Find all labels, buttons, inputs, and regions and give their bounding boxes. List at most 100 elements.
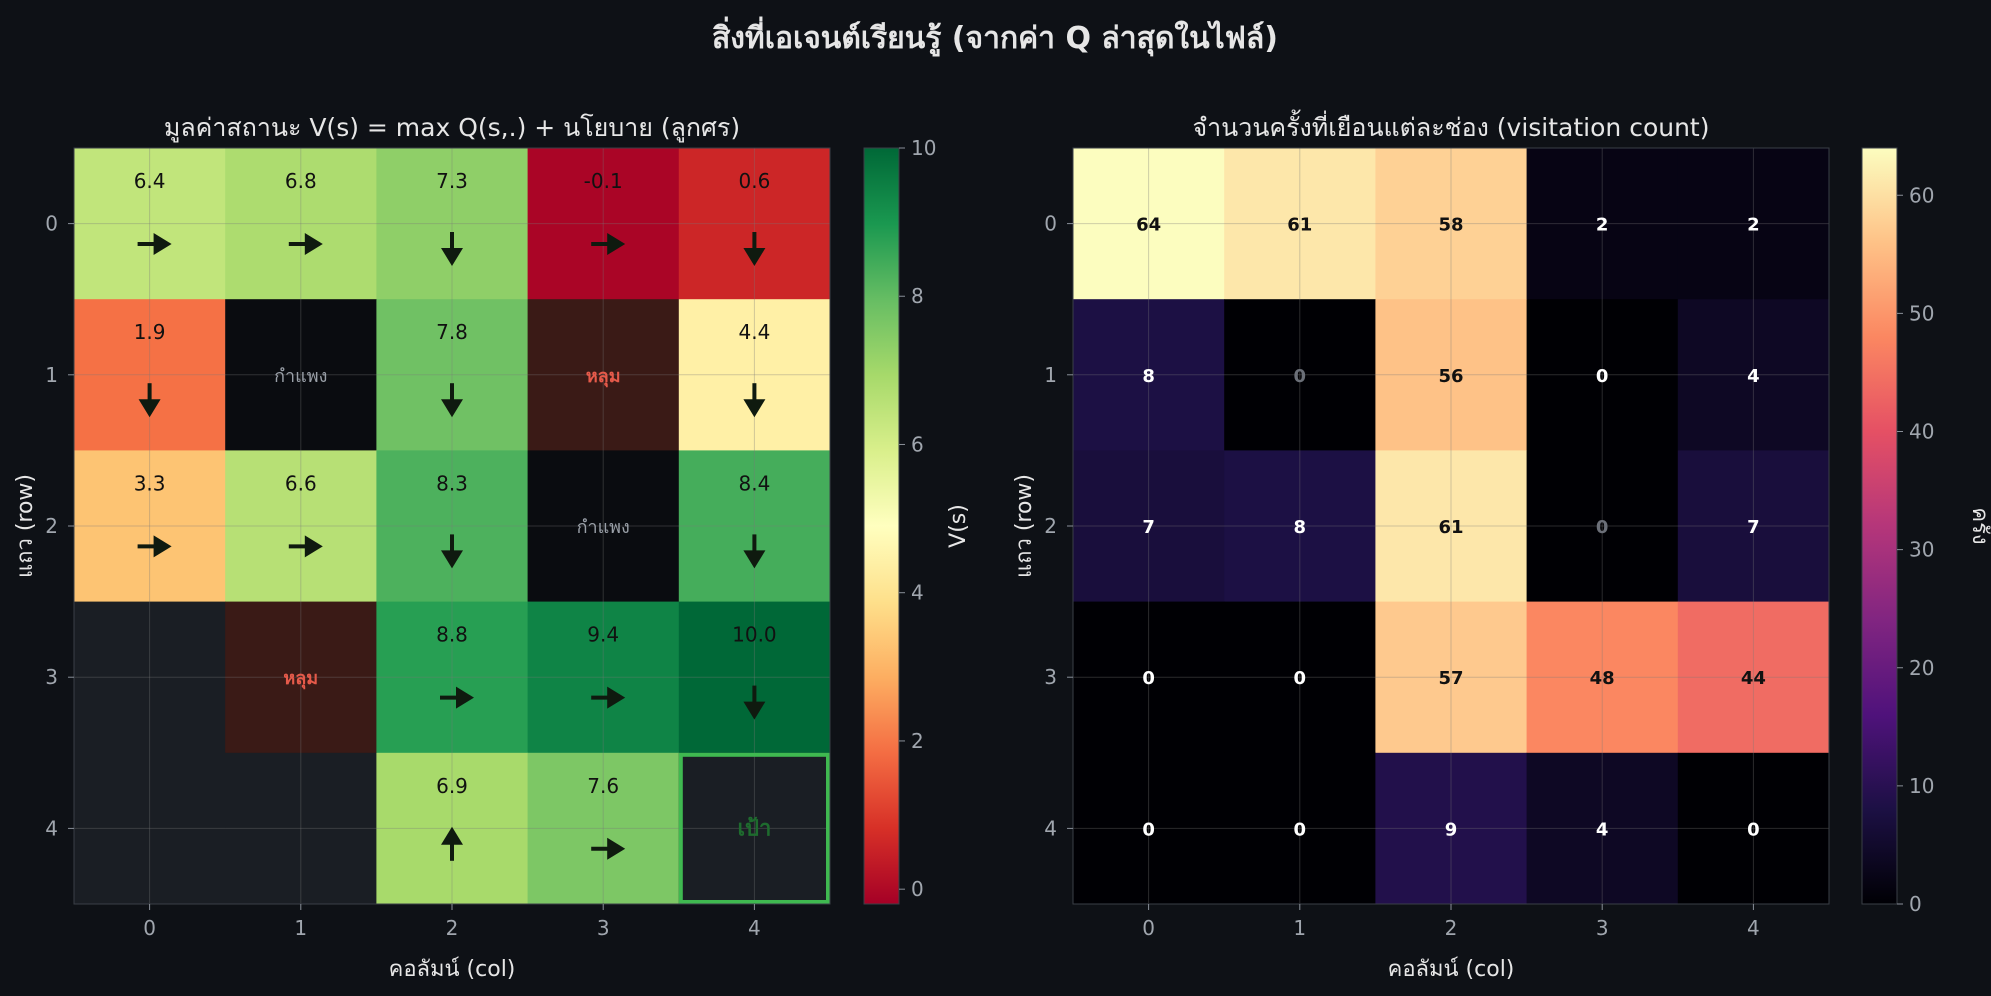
colorbar-tick-label: 0 [1909, 892, 1922, 916]
x-axis-label: คอลัมน์ (col) [1388, 957, 1515, 982]
x-tick-label: 2 [446, 916, 459, 940]
colorbar-tick-label: 6 [911, 432, 924, 456]
value-label: 4.4 [738, 320, 770, 344]
arrow-head [743, 550, 766, 569]
value-label: 6.9 [436, 774, 468, 798]
arrow-shape [137, 535, 172, 558]
visitation-heatmap-panel: จำนวนครั้งที่เยือนแต่ละช่อง (visitation … [1012, 109, 1991, 982]
arrow-head [153, 535, 172, 558]
heatmap-cell [1073, 148, 1225, 300]
policy-arrow-down-icon [441, 232, 463, 266]
policy-arrow-right-icon [288, 535, 323, 558]
heatmap-cell [225, 601, 377, 754]
colorbar-tick-label: 10 [911, 136, 936, 160]
heatmap-cell [1526, 601, 1679, 754]
value-label: 0.6 [738, 169, 770, 193]
arrow-shape [743, 383, 766, 418]
y-axis-label: แถว (row) [1012, 474, 1037, 578]
value-label: 1.9 [134, 320, 166, 344]
y-tick-label: 4 [1044, 816, 1057, 840]
arrow-head [304, 233, 323, 255]
count-label: 61 [1287, 215, 1312, 236]
hole-label: หลุม [283, 668, 318, 690]
colorbar-tick-label: 40 [1909, 420, 1934, 444]
colorbar [1861, 147, 1898, 905]
arrow-shape [591, 837, 626, 860]
count-label: 0 [1596, 366, 1609, 387]
policy-arrow-down-icon [138, 383, 161, 418]
arrow-shape [288, 535, 323, 558]
arrow-shape [440, 686, 474, 709]
policy-arrow-down-icon [441, 534, 463, 569]
colorbar-tick-label: 60 [1909, 183, 1934, 207]
x-tick-label: 0 [1142, 916, 1155, 940]
y-tick-label: 0 [1044, 212, 1057, 236]
heatmap-cell [1677, 450, 1830, 603]
y-tick-label: 4 [45, 816, 58, 840]
value-label: 8.3 [436, 471, 468, 495]
arrow-shape [441, 826, 463, 861]
heatmap-cell [376, 601, 529, 754]
heatmap-cell [1073, 601, 1225, 754]
heatmap-cell [527, 752, 680, 905]
value-label: 3.3 [134, 471, 166, 495]
heatmap-cell [74, 601, 226, 754]
heatmap-cell [527, 299, 680, 451]
arrow-head [743, 399, 766, 418]
arrow-shape [441, 534, 463, 569]
goal-label: เป้า [737, 816, 771, 841]
policy-arrow-down-icon [441, 383, 463, 418]
value-label: 8.8 [436, 623, 468, 647]
count-label: 61 [1438, 517, 1463, 538]
count-label: 7 [1142, 517, 1155, 538]
arrow-head [607, 233, 626, 255]
policy-arrow-right-icon [137, 535, 172, 558]
count-label: 0 [1142, 819, 1155, 840]
y-tick-label: 3 [1044, 665, 1057, 689]
heatmap-cell [376, 299, 529, 451]
policy-arrow-right-icon [591, 686, 626, 709]
heatmap-cell [225, 299, 377, 451]
value-label: 6.6 [285, 471, 317, 495]
arrow-shape [743, 232, 766, 266]
heatmap-cell [1224, 148, 1376, 300]
count-label: 4 [1747, 366, 1760, 387]
heatmap-cell [1526, 450, 1679, 603]
count-label: 0 [1596, 517, 1609, 538]
y-tick-label: 2 [1044, 514, 1057, 538]
count-label: 8 [1142, 366, 1155, 387]
heatmap-cell [1224, 299, 1376, 451]
heatmap-cell [678, 148, 831, 300]
policy-arrow-down-icon [743, 685, 766, 720]
heatmap-cell [527, 148, 680, 300]
colorbar [863, 147, 900, 905]
count-label: 0 [1142, 668, 1155, 689]
heatmap-cell [376, 450, 529, 603]
colorbar-tick-label: 2 [911, 729, 924, 753]
heatmap-cell [678, 450, 831, 603]
y-axis-label: แถว (row) [13, 474, 38, 578]
heatmap-cell [1526, 299, 1679, 451]
arrow-head [607, 686, 626, 709]
arrow-head [456, 686, 474, 709]
heatmap-cell [1375, 752, 1528, 905]
y-tick-label: 1 [1044, 363, 1057, 387]
colorbar-tick-label: 20 [1909, 656, 1934, 680]
heatmap-cell [1224, 601, 1376, 754]
policy-arrow-up-icon [441, 826, 463, 861]
value-label: 6.4 [134, 169, 166, 193]
heatmap-cell [1073, 752, 1225, 905]
value-label: -0.1 [584, 169, 623, 193]
x-tick-label: 0 [143, 916, 156, 940]
heatmap-cell [1677, 601, 1830, 754]
policy-arrow-down-icon [743, 232, 766, 266]
policy-arrow-right-icon [288, 233, 323, 255]
arrow-shape [137, 233, 172, 255]
count-label: 57 [1438, 668, 1463, 689]
count-label: 8 [1294, 517, 1307, 538]
heatmap-cell [74, 450, 226, 603]
heatmap-cell [1224, 450, 1376, 603]
heatmap-cell [1526, 148, 1679, 300]
heatmap-cell [1073, 450, 1225, 603]
